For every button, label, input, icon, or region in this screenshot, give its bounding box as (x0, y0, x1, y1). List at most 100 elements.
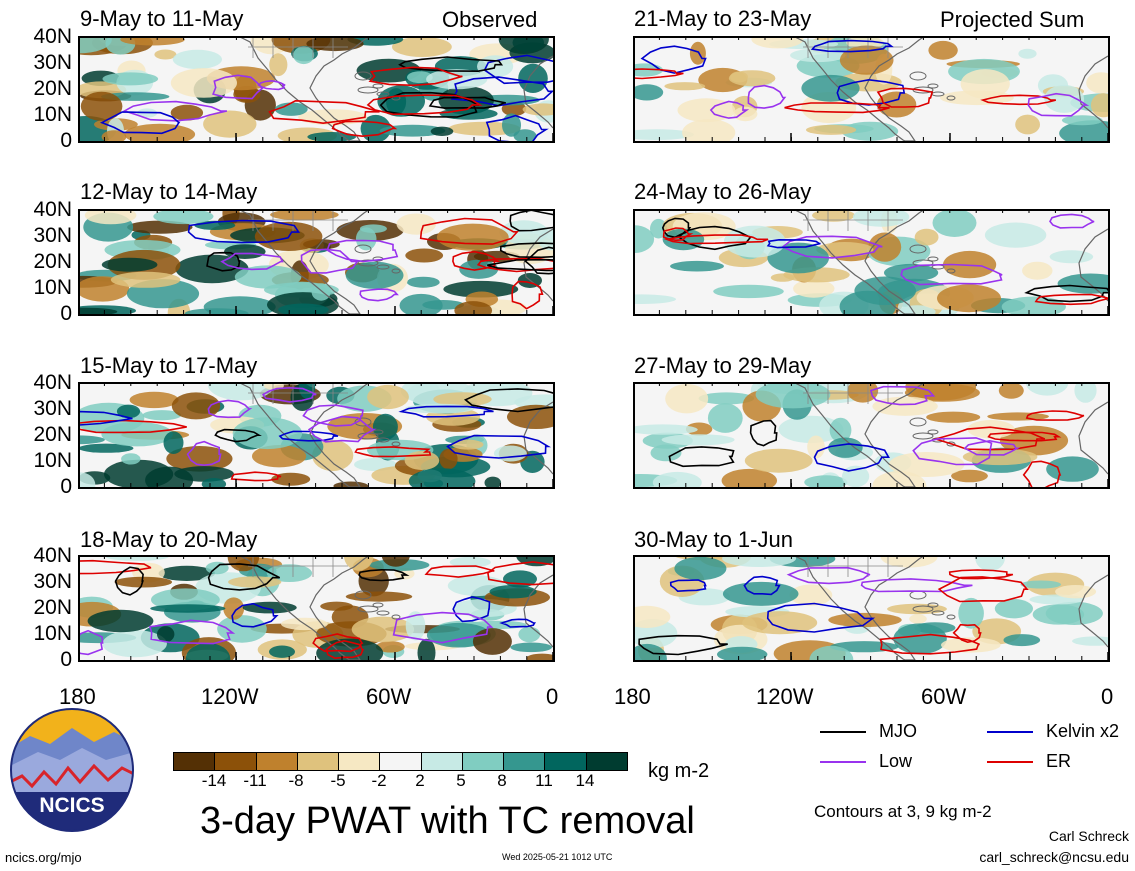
contour-note: Contours at 3, 9 kg m-2 (814, 802, 992, 821)
wave-contour (677, 225, 753, 251)
coastline (1078, 55, 1108, 129)
colorbar-swatch (380, 753, 422, 770)
colorbar-tick: -5 (330, 771, 346, 790)
pwat-anomaly-blob (904, 383, 980, 402)
pwat-anomaly-blob (633, 294, 676, 304)
wave-contour (749, 419, 778, 447)
pwat-anomaly-blob (375, 641, 405, 653)
pwat-anomaly-blob (526, 653, 553, 660)
pwat-anomaly-blob (751, 36, 804, 49)
pwat-anomaly-blob (406, 276, 440, 288)
pwat-anomaly-blob (433, 392, 492, 407)
pwat-anomaly-blob (430, 126, 454, 136)
pwat-anomaly-blob (1061, 115, 1103, 126)
pwat-anomaly-blob (171, 392, 221, 420)
lat-label: 0 (60, 648, 72, 671)
wave-contour (669, 579, 707, 593)
wave-contour (876, 87, 934, 108)
colorbar-units: kg m-2 (648, 760, 710, 782)
pwat-anomaly-blob (998, 382, 1024, 399)
pwat-anomaly-blob (1015, 114, 1040, 135)
pwat-anomaly-blob (489, 585, 537, 599)
lon-label: 60W (366, 684, 412, 709)
pwat-anomaly-blob (78, 443, 134, 453)
lat-label: 30N (33, 51, 72, 74)
map-canvas (78, 36, 553, 141)
pwat-anomaly-blob (1022, 261, 1053, 280)
pwat-anomaly-blob (102, 72, 159, 86)
colorbar-tick: 11 (535, 771, 553, 790)
lon-label: 0 (1101, 684, 1114, 709)
island (909, 417, 927, 427)
pwat-anomaly-blob (78, 307, 118, 314)
lat-label: 10N (33, 103, 72, 126)
pwat-anomaly-blob (807, 435, 825, 459)
pwat-anomaly-blob (232, 417, 303, 450)
pwat-anomaly-blob (405, 611, 426, 641)
pwat-anomaly-blob (498, 36, 549, 54)
pwat-anomaly-blob (852, 209, 910, 227)
wave-contour (1049, 213, 1095, 229)
pwat-anomaly-blob (713, 284, 784, 299)
pwat-anomaly-blob (721, 468, 777, 487)
coastline (523, 401, 553, 475)
pwat-anomaly-blob (120, 36, 185, 46)
pwat-anomaly-blob (124, 123, 196, 141)
map-panel-projected-2 (633, 209, 1110, 316)
lat-label: 10N (33, 622, 72, 645)
coastline (1078, 228, 1108, 302)
projected-label: Projected Sum (940, 7, 1085, 32)
island (354, 417, 372, 427)
island (354, 71, 372, 81)
island (946, 614, 956, 620)
pwat-anomaly-blob (928, 40, 958, 60)
pwat-anomaly-blob (633, 84, 664, 101)
island (946, 268, 956, 274)
island (376, 437, 390, 443)
coastline (237, 382, 371, 487)
wave-contour (900, 263, 1003, 286)
wave-contour (206, 251, 241, 272)
legend-label-low: Low (879, 751, 913, 771)
colorbar-tick: 14 (575, 771, 595, 790)
pwat-anomaly-blob (1046, 456, 1099, 482)
pwat-anomaly-blob (154, 49, 177, 60)
legend-line-kelvin (987, 731, 1033, 733)
pwat-anomaly-blob (1032, 604, 1085, 625)
logo-text: NCICS (39, 794, 104, 817)
colorbar-tick: 8 (497, 771, 507, 790)
pwat-anomaly-blob (404, 451, 440, 470)
pwat-anomaly-blob (767, 242, 829, 274)
wave-contour (354, 446, 432, 458)
map-panel-observed-4 (78, 555, 555, 662)
coastline (792, 382, 926, 487)
pwat-anomaly-blob (184, 308, 249, 314)
pwat-anomaly-blob (417, 638, 436, 660)
pwat-anomaly-blob (150, 604, 226, 613)
pwat-anomaly-blob (893, 623, 947, 655)
pwat-anomaly-blob (633, 424, 698, 435)
lat-label: 10N (33, 276, 72, 299)
pwat-anomaly-blob (493, 445, 527, 462)
footer-url: ncics.org/mjo (5, 850, 82, 865)
wave-contour (668, 446, 735, 468)
wave-contour (186, 440, 222, 467)
pwat-anomaly-blob (674, 556, 727, 581)
pwat-anomaly-blob (958, 597, 984, 629)
wave-contour (483, 54, 553, 85)
pwat-anomaly-blob (121, 453, 141, 465)
pwat-anomaly-blob (104, 459, 174, 487)
island (357, 605, 379, 613)
wave-contour (366, 94, 483, 116)
wave-contour (207, 563, 281, 591)
pwat-anomaly-blob (872, 396, 938, 416)
pwat-anomaly-blob (454, 301, 493, 314)
wave-contour (187, 219, 301, 244)
pwat-anomaly-blob (484, 476, 502, 487)
ncics-logo: NCICS (10, 708, 134, 832)
pwat-anomaly-blob (733, 106, 758, 122)
lat-label: 20N (33, 596, 72, 619)
wave-contour (230, 471, 282, 482)
wave-contour (912, 437, 993, 466)
lat-label: 0 (60, 475, 72, 498)
